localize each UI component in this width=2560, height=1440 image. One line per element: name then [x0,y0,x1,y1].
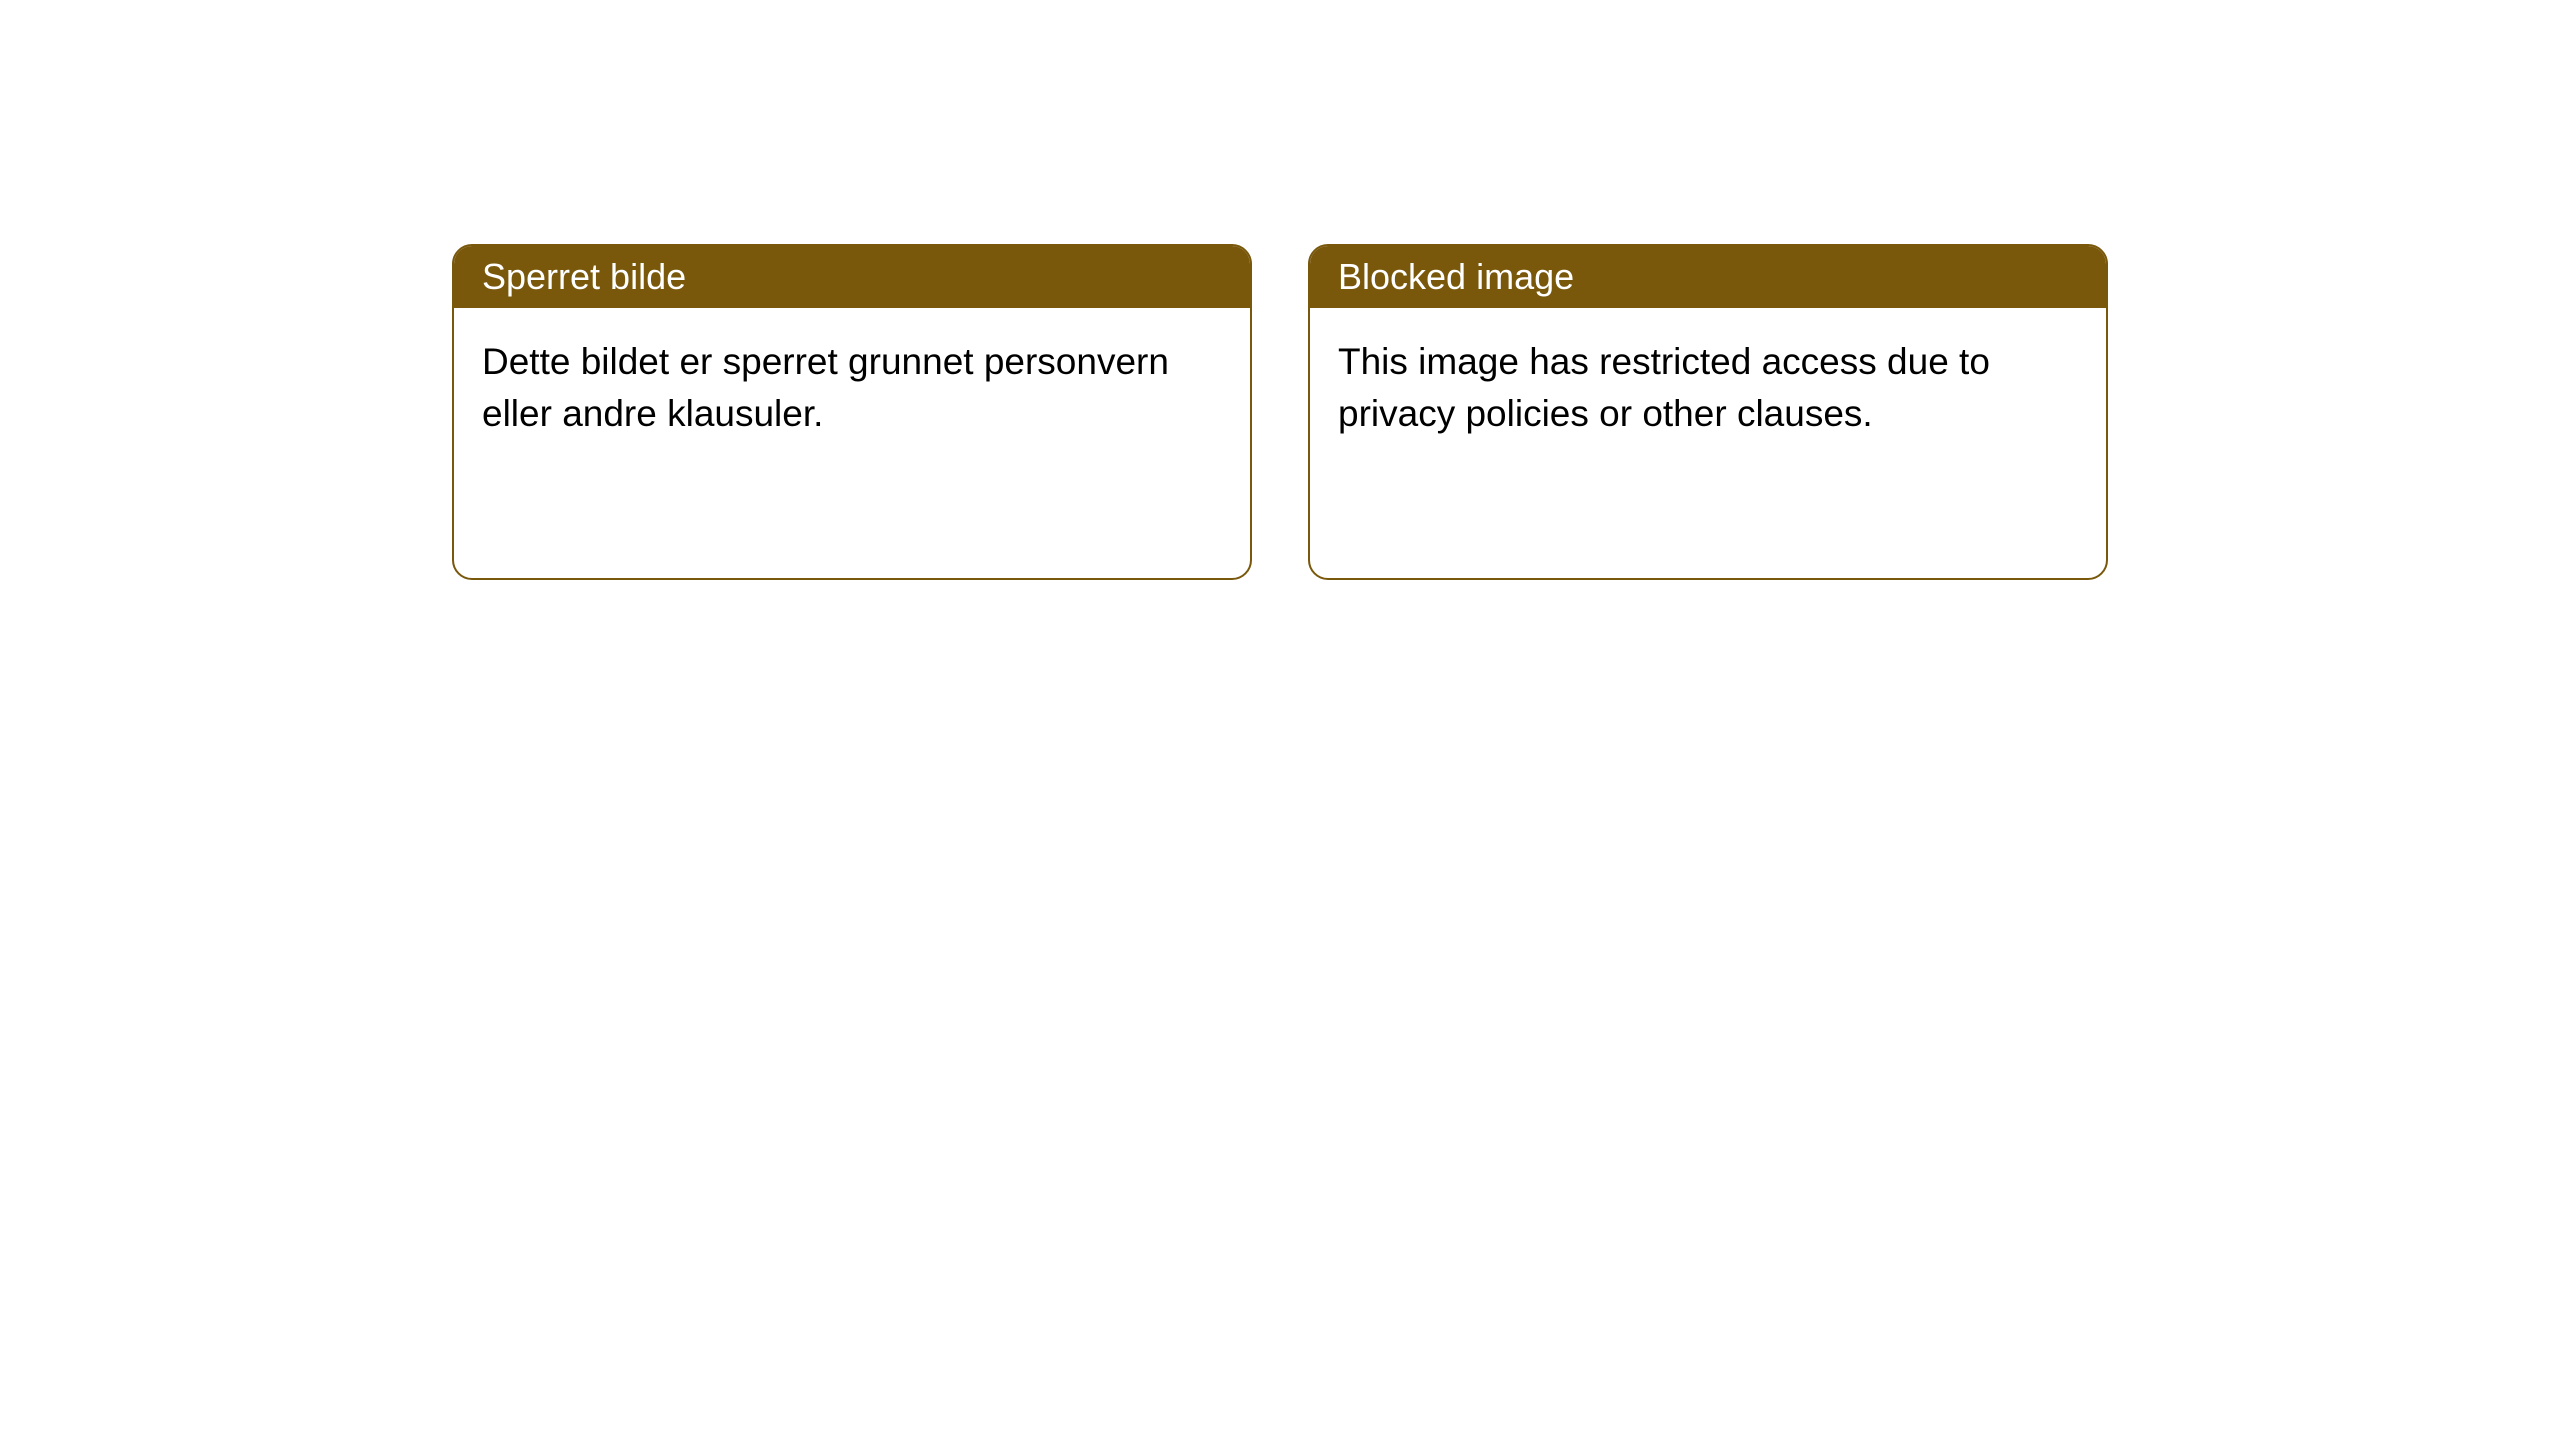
notice-container: Sperret bilde Dette bildet er sperret gr… [452,244,2108,580]
notice-title-norwegian: Sperret bilde [454,246,1250,308]
notice-body-english: This image has restricted access due to … [1310,308,2106,468]
notice-card-norwegian: Sperret bilde Dette bildet er sperret gr… [452,244,1252,580]
notice-title-english: Blocked image [1310,246,2106,308]
notice-body-norwegian: Dette bildet er sperret grunnet personve… [454,308,1250,468]
notice-card-english: Blocked image This image has restricted … [1308,244,2108,580]
